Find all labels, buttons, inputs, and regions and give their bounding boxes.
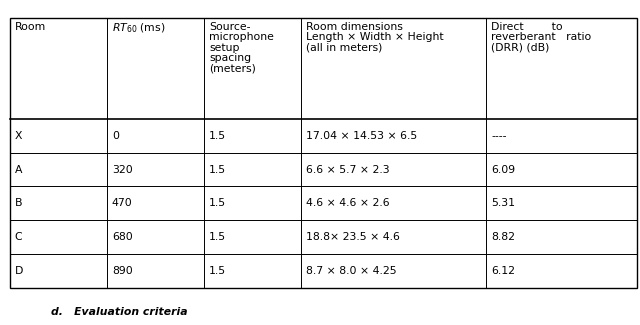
Text: 5.31: 5.31 — [492, 198, 515, 208]
Text: 8.82: 8.82 — [492, 232, 515, 242]
Text: 470: 470 — [112, 198, 132, 208]
Bar — [10, 18, 637, 288]
Text: ----: ---- — [492, 131, 507, 141]
Text: 320: 320 — [112, 164, 132, 175]
Text: $RT_{60}$ (ms): $RT_{60}$ (ms) — [112, 22, 165, 35]
Text: A: A — [15, 164, 22, 175]
Text: 18.8× 23.5 × 4.6: 18.8× 23.5 × 4.6 — [307, 232, 400, 242]
Text: 4.6 × 4.6 × 2.6: 4.6 × 4.6 × 2.6 — [307, 198, 390, 208]
Text: (meters): (meters) — [209, 64, 256, 74]
Text: 8.7 × 8.0 × 4.25: 8.7 × 8.0 × 4.25 — [307, 266, 397, 276]
Text: 1.5: 1.5 — [209, 232, 227, 242]
Text: (all in meters): (all in meters) — [307, 43, 383, 53]
Text: D: D — [15, 266, 23, 276]
Text: 680: 680 — [112, 232, 132, 242]
Text: spacing: spacing — [209, 53, 252, 63]
Text: Room: Room — [15, 22, 46, 32]
Text: Direct        to: Direct to — [492, 22, 563, 32]
Text: reverberant   ratio: reverberant ratio — [492, 32, 591, 42]
Text: Room dimensions: Room dimensions — [307, 22, 403, 32]
Text: 1.5: 1.5 — [209, 198, 227, 208]
Text: X: X — [15, 131, 22, 141]
Text: 17.04 × 14.53 × 6.5: 17.04 × 14.53 × 6.5 — [307, 131, 418, 141]
Text: Source-: Source- — [209, 22, 251, 32]
Text: 1.5: 1.5 — [209, 266, 227, 276]
Text: 1.5: 1.5 — [209, 131, 227, 141]
Text: 890: 890 — [112, 266, 132, 276]
Text: setup: setup — [209, 43, 239, 53]
Text: C: C — [15, 232, 22, 242]
Text: 6.09: 6.09 — [492, 164, 515, 175]
Text: 6.12: 6.12 — [492, 266, 515, 276]
Text: (DRR) (dB): (DRR) (dB) — [492, 43, 550, 53]
Text: Length × Width × Height: Length × Width × Height — [307, 32, 444, 42]
Text: B: B — [15, 198, 22, 208]
Text: microphone: microphone — [209, 32, 274, 42]
Text: 0: 0 — [112, 131, 119, 141]
Text: d.   Evaluation criteria: d. Evaluation criteria — [51, 307, 188, 317]
Text: 6.6 × 5.7 × 2.3: 6.6 × 5.7 × 2.3 — [307, 164, 390, 175]
Text: 1.5: 1.5 — [209, 164, 227, 175]
